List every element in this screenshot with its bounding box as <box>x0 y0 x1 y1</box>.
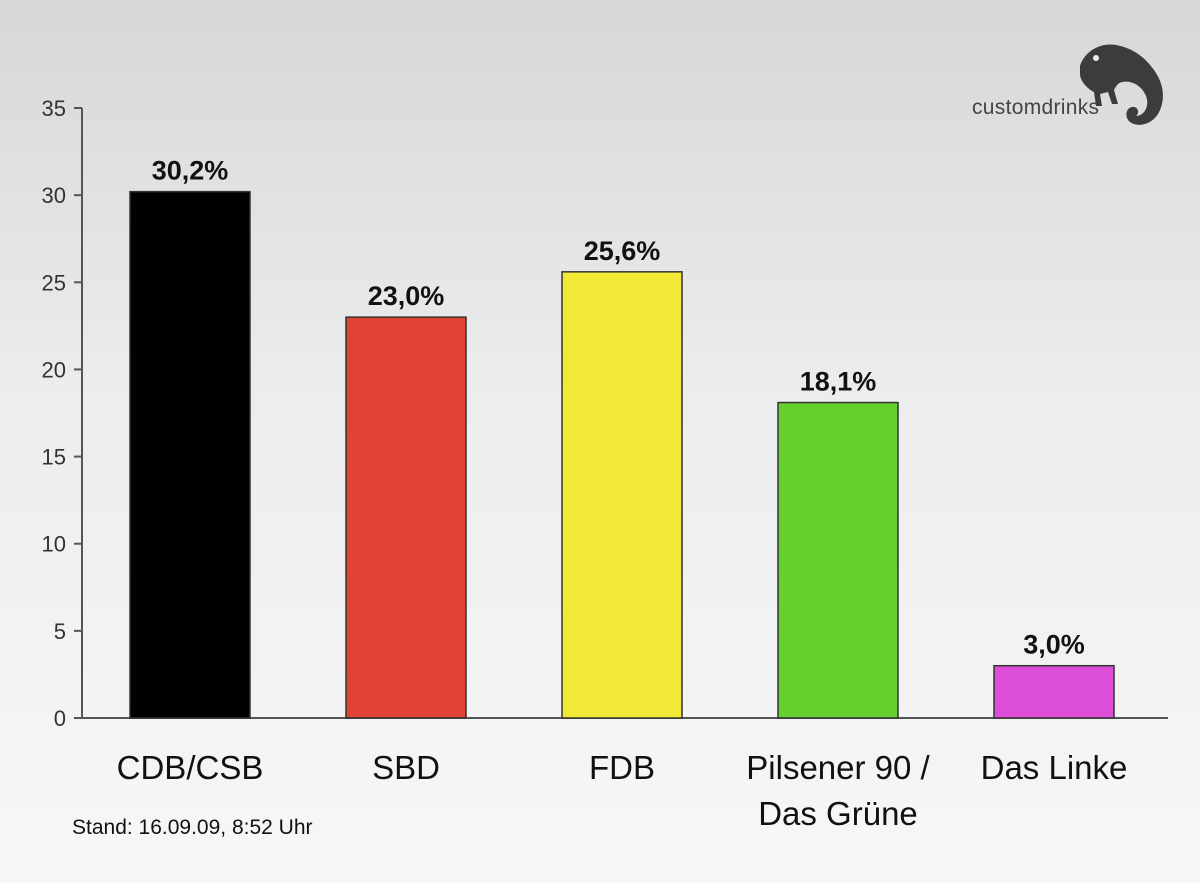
chart-labels: 30,2% CDB/CSB 23,0% SBD 25,6% FDB 18,1% Pilsene… <box>117 156 1128 832</box>
bar <box>129 190 251 719</box>
y-tick-label: 10 <box>42 532 66 557</box>
x-category-label: Das Linke <box>981 749 1128 786</box>
y-tick-label: 20 <box>42 357 66 382</box>
y-tick-label: 25 <box>42 270 66 295</box>
y-tick-label: 35 <box>42 96 66 121</box>
bar-value-label: 18,1% <box>800 367 877 397</box>
timestamp-note: Stand: 16.09.09, 8:52 Uhr <box>72 816 313 839</box>
brand-logo: customdrinks <box>968 38 1178 138</box>
chameleon-icon <box>1080 44 1163 125</box>
bar-value-label: 25,6% <box>584 236 661 266</box>
bar <box>777 401 899 719</box>
bar-value-label: 23,0% <box>368 281 445 311</box>
y-tick-label: 30 <box>42 183 66 208</box>
x-category-label: SBD <box>372 749 440 786</box>
brand-name: customdrinks <box>972 96 1100 119</box>
x-category-label: Das Grüne <box>758 795 918 832</box>
bar-value-label: 30,2% <box>152 156 229 186</box>
chart-axes: 0 5 10 15 20 25 30 35 <box>42 96 1168 731</box>
x-category-label: Pilsener 90 / <box>746 749 930 786</box>
bar-value-label: 3,0% <box>1023 630 1085 660</box>
y-tick-label: 5 <box>54 619 66 644</box>
y-tick-label: 15 <box>42 445 66 470</box>
bar <box>345 316 467 719</box>
bar <box>561 271 683 719</box>
y-tick-label: 0 <box>54 706 66 731</box>
chart-bars <box>129 190 1115 719</box>
x-category-label: CDB/CSB <box>117 749 264 786</box>
x-category-label: FDB <box>589 749 655 786</box>
bar <box>993 664 1115 719</box>
